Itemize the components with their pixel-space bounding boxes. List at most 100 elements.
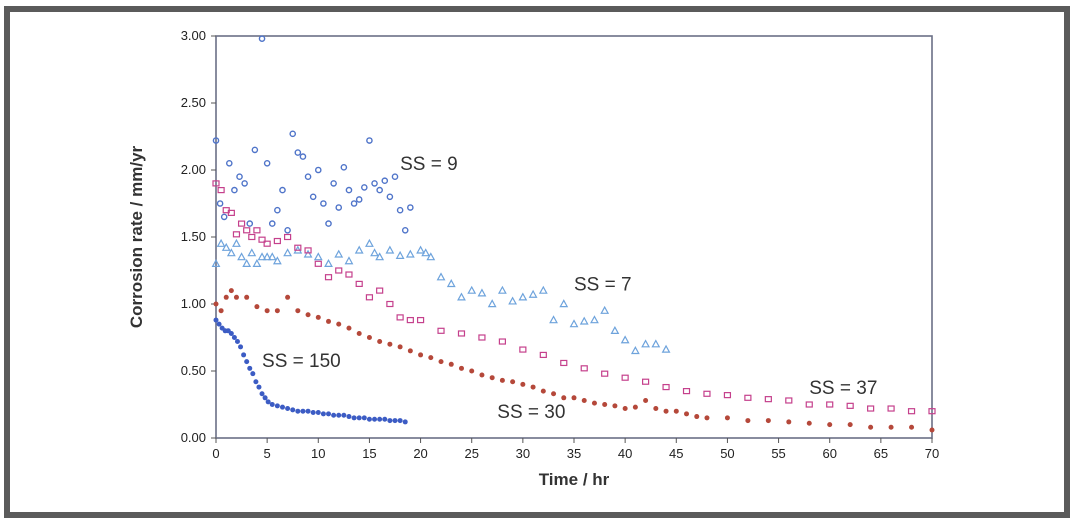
- data-point: [311, 194, 316, 199]
- data-point: [550, 316, 557, 322]
- data-point: [622, 375, 628, 380]
- data-point: [520, 382, 525, 387]
- data-point: [519, 294, 526, 300]
- data-point: [306, 312, 311, 317]
- data-point: [909, 409, 915, 414]
- data-point: [694, 414, 699, 419]
- x-tick-label: 35: [567, 446, 581, 461]
- data-point: [371, 249, 378, 255]
- data-point: [252, 147, 257, 152]
- data-point: [490, 375, 495, 380]
- data-point: [259, 36, 264, 41]
- data-point: [377, 288, 383, 293]
- data-point: [684, 411, 689, 416]
- data-point: [469, 369, 474, 374]
- data-point: [242, 181, 247, 186]
- data-point: [531, 385, 536, 390]
- data-point: [315, 254, 322, 260]
- data-point: [439, 359, 444, 364]
- data-point: [847, 403, 853, 408]
- x-tick-label: 0: [212, 446, 219, 461]
- data-point: [295, 308, 300, 313]
- data-point: [331, 413, 336, 418]
- data-point: [233, 232, 239, 237]
- y-tick-label: 2.50: [181, 95, 206, 110]
- series-annotation: SS = 150: [262, 351, 341, 372]
- x-tick-label: 40: [618, 446, 632, 461]
- data-point: [500, 378, 505, 383]
- x-axis-title: Time / hr: [539, 470, 610, 489]
- data-point: [270, 221, 275, 226]
- data-point: [254, 260, 261, 266]
- data-point: [765, 397, 771, 402]
- data-point: [786, 419, 791, 424]
- x-tick-label: 45: [669, 446, 683, 461]
- data-point: [377, 417, 382, 422]
- data-point: [674, 409, 679, 414]
- x-tick-label: 70: [925, 446, 939, 461]
- data-point: [653, 406, 658, 411]
- data-point: [274, 239, 280, 244]
- data-point: [346, 326, 351, 331]
- data-point: [387, 342, 392, 347]
- data-point: [362, 185, 367, 190]
- data-point: [265, 308, 270, 313]
- data-point: [632, 347, 639, 353]
- data-point: [704, 391, 710, 396]
- data-point: [335, 251, 342, 257]
- data-point: [341, 413, 346, 418]
- data-point: [382, 178, 387, 183]
- data-point: [250, 371, 255, 376]
- data-point: [530, 291, 537, 297]
- data-point: [806, 402, 812, 407]
- data-point: [232, 188, 237, 193]
- data-point: [633, 405, 638, 410]
- data-point: [392, 174, 397, 179]
- y-tick-label: 1.00: [181, 296, 206, 311]
- data-point: [398, 418, 403, 423]
- data-point: [377, 339, 382, 344]
- data-point: [551, 391, 556, 396]
- data-point: [248, 249, 255, 255]
- data-point: [265, 161, 270, 166]
- data-point: [372, 417, 377, 422]
- data-point: [224, 295, 229, 300]
- data-point: [367, 335, 372, 340]
- data-point: [357, 331, 362, 336]
- data-point: [263, 395, 268, 400]
- data-point: [275, 403, 280, 408]
- y-tick-label: 0.00: [181, 430, 206, 445]
- x-tick-label: 65: [874, 446, 888, 461]
- data-point: [664, 409, 669, 414]
- data-point: [235, 339, 240, 344]
- data-point: [214, 318, 219, 323]
- data-point: [249, 235, 255, 240]
- y-axis-title: Corrosion rate / mm/yr: [127, 145, 146, 328]
- data-point: [341, 165, 346, 170]
- data-point: [321, 201, 326, 206]
- data-point: [602, 371, 608, 376]
- data-point: [222, 214, 227, 219]
- data-point: [285, 295, 290, 300]
- data-point: [561, 395, 566, 400]
- x-tick-label: 60: [822, 446, 836, 461]
- data-point: [336, 205, 341, 210]
- y-tick-label: 0.50: [181, 363, 206, 378]
- data-point: [280, 405, 285, 410]
- data-point: [612, 403, 617, 408]
- data-point: [254, 304, 259, 309]
- data-point: [827, 402, 833, 407]
- data-point: [351, 201, 356, 206]
- data-point: [325, 260, 332, 266]
- data-point: [428, 355, 433, 360]
- x-tick-label: 15: [362, 446, 376, 461]
- data-point: [244, 295, 249, 300]
- data-point: [247, 366, 252, 371]
- series-annotation: SS = 30: [497, 402, 565, 423]
- data-point: [214, 302, 219, 307]
- data-point: [601, 307, 608, 313]
- data-point: [468, 287, 475, 293]
- data-point: [745, 395, 751, 400]
- series-annotation: SS = 7: [574, 275, 632, 296]
- data-point: [592, 401, 597, 406]
